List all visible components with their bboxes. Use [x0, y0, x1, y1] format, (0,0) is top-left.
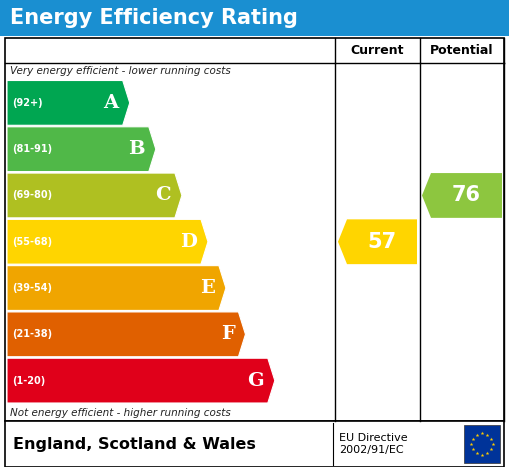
- Bar: [464, 425, 500, 463]
- Polygon shape: [422, 173, 502, 218]
- Text: G: G: [247, 372, 264, 389]
- Text: Energy Efficiency Rating: Energy Efficiency Rating: [10, 8, 298, 28]
- Bar: [0, 0, 509, 36]
- Polygon shape: [7, 127, 156, 171]
- Text: Potential: Potential: [430, 44, 494, 57]
- Text: D: D: [180, 233, 197, 251]
- Text: (92+): (92+): [12, 98, 43, 108]
- Text: B: B: [128, 140, 145, 158]
- Polygon shape: [7, 173, 182, 218]
- Text: (81-91): (81-91): [12, 144, 52, 154]
- Polygon shape: [338, 219, 417, 264]
- Text: Current: Current: [351, 44, 404, 57]
- Text: (55-68): (55-68): [12, 237, 52, 247]
- Text: E: E: [200, 279, 215, 297]
- Polygon shape: [7, 266, 226, 311]
- Polygon shape: [7, 219, 208, 264]
- Text: Not energy efficient - higher running costs: Not energy efficient - higher running co…: [10, 408, 231, 417]
- Text: EU Directive: EU Directive: [339, 433, 408, 443]
- Text: (39-54): (39-54): [12, 283, 52, 293]
- Text: 2002/91/EC: 2002/91/EC: [339, 445, 404, 455]
- Text: C: C: [155, 186, 171, 205]
- Bar: [5, 421, 504, 467]
- Polygon shape: [7, 312, 245, 357]
- Text: F: F: [221, 325, 235, 343]
- Text: (69-80): (69-80): [12, 191, 52, 200]
- Polygon shape: [7, 358, 275, 403]
- Text: England, Scotland & Wales: England, Scotland & Wales: [13, 437, 256, 452]
- Text: A: A: [104, 94, 119, 112]
- Text: 57: 57: [367, 232, 397, 252]
- Text: (1-20): (1-20): [12, 375, 45, 386]
- Polygon shape: [7, 80, 130, 125]
- Text: Very energy efficient - lower running costs: Very energy efficient - lower running co…: [10, 66, 231, 77]
- Text: (21-38): (21-38): [12, 329, 52, 340]
- Bar: [5, 38, 504, 421]
- Text: 76: 76: [452, 185, 481, 205]
